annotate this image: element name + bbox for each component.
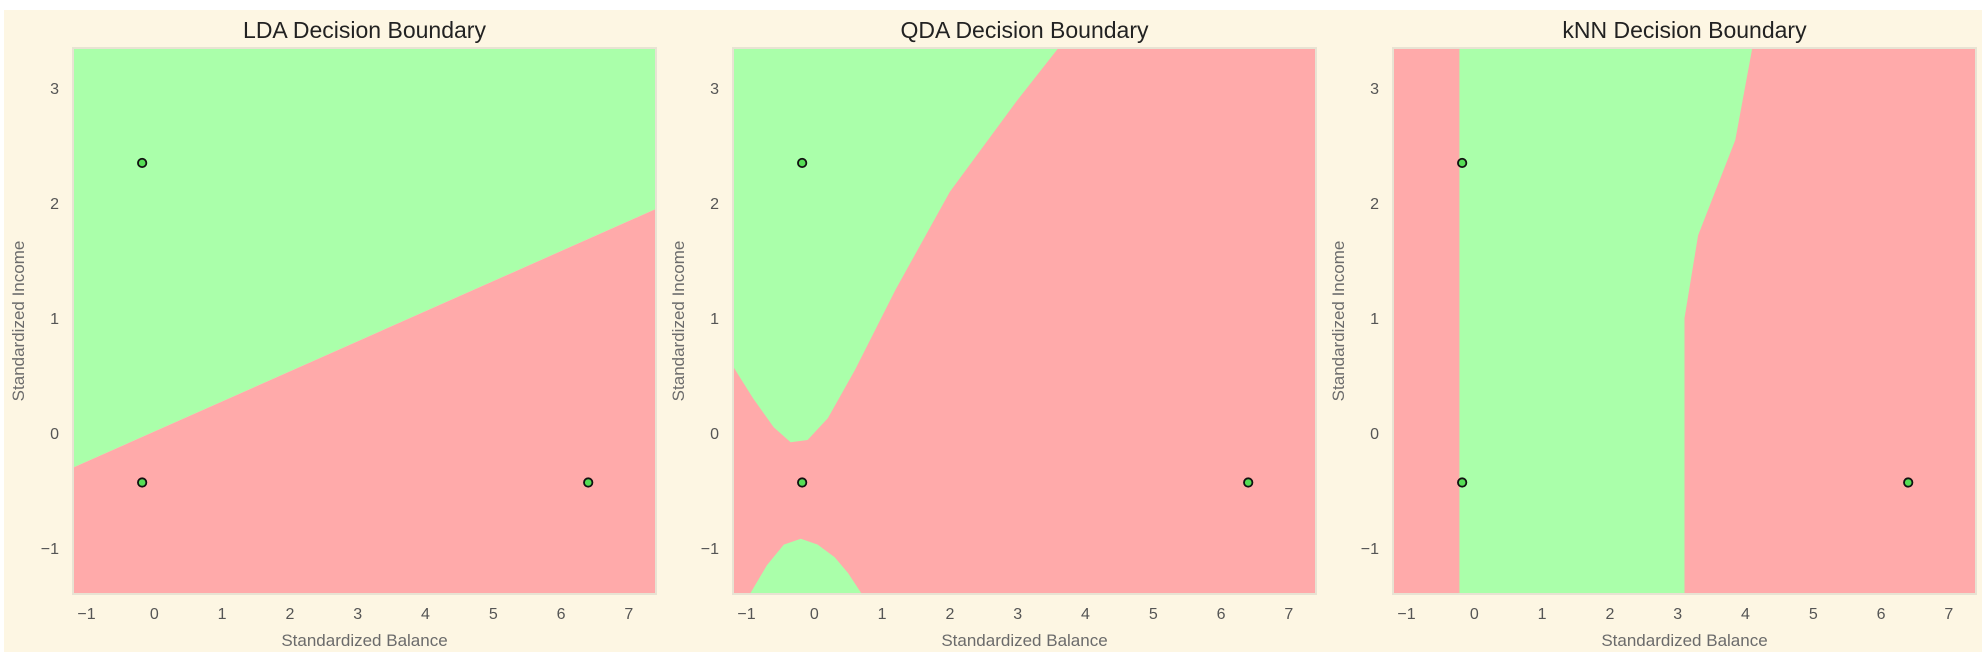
panel-3-y-axis-label: Standardized Income [1329,241,1348,402]
panel-2-y-axis-label: Standardized Income [669,241,688,402]
panel-3-x-tick-label: −1 [1397,606,1415,623]
panel-2-region-non-default-3 [749,538,862,594]
panel-3-x-tick-label: 5 [1809,606,1818,623]
panel-2-frame [732,47,1317,595]
panel-1-y-tick-label: 2 [50,196,59,213]
panel-3-x-axis-label: Standardized Balance [1601,631,1767,650]
panel-1-x-tick-label: 7 [624,606,633,623]
panel-1-title: LDA Decision Boundary [243,17,486,43]
panel-2-region-non-default-2 [733,48,1059,443]
panel-1-y-tick-label: −1 [41,541,59,558]
panel-2-x-tick-label: 0 [810,606,819,623]
panel-3-y-tick-label: 2 [1370,196,1379,213]
panel-1-y-axis-label: Standardized Income [9,241,28,402]
panel-2-x-tick-label: 4 [1081,606,1090,623]
panel-3-x-tick-label: 7 [1944,606,1953,623]
panel-3-data-point-1 [1457,157,1468,169]
panel-2-y-tick-label: 0 [710,426,719,443]
panel-3-x-tick-label: 2 [1605,606,1614,623]
panel-3-y-tick-label: 0 [1370,426,1379,443]
panel-2-x-tick-label: 3 [1013,606,1022,623]
panel-1-x-tick-label: 5 [489,606,498,623]
panel-3-x-tick-label: 6 [1877,606,1886,623]
panel-3-y-tick-label: −1 [1361,541,1379,558]
panel-2-data-point-1 [797,157,808,169]
panel-2-y-tick-label: 2 [710,196,719,213]
panel-1-region-non-default-1 [73,48,656,468]
panel-1-region-default-2 [73,208,656,594]
panel-3-x-tick-label: 1 [1538,606,1547,623]
panel-3-data-point-3 [1903,477,1914,488]
panel-2-y-tick-label: −1 [701,541,719,558]
panel-2-x-axis-label: Standardized Balance [941,631,1107,650]
panel-3-title: kNN Decision Boundary [1562,17,1807,43]
panel-1-x-tick-label: 3 [353,606,362,623]
panel-1-x-tick-label: 4 [421,606,430,623]
panel-1-frame [72,47,657,595]
panel-1-data-point-3 [583,477,594,488]
panel-1-x-tick-label: 1 [218,606,227,623]
panel-2-x-tick-label: 7 [1284,606,1293,623]
panel-2-title: QDA Decision Boundary [900,17,1149,43]
panel-1-x-tick-label: 2 [285,606,294,623]
panel-1-x-tick-label: 6 [557,606,566,623]
panel-3-y-tick-label: 3 [1370,81,1379,98]
panel-1-y-tick-label: 1 [50,311,59,328]
panel-1-x-tick-label: 0 [150,606,159,623]
panel-3-y-tick-label: 1 [1370,311,1379,328]
panel-1-data-point-2 [137,477,148,488]
panel-2-y-tick-label: 1 [710,311,719,328]
panel-1-y-tick-label: 3 [50,81,59,98]
panel-3-data-point-2 [1457,477,1468,488]
panel-2-y-tick-label: 3 [710,81,719,98]
panel-3-x-tick-label: 0 [1470,606,1479,623]
panel-2-x-tick-label: −1 [737,606,755,623]
panel-2-data-point-2 [797,477,808,488]
panel-1-y-tick-label: 0 [50,426,59,443]
panel-2-data-point-3 [1243,477,1254,488]
panel-3-x-tick-label: 3 [1673,606,1682,623]
panel-3-region-non-default-2 [1459,48,1753,594]
panel-2-x-tick-label: 5 [1149,606,1158,623]
panel-3-frame [1392,47,1977,595]
panel-3-x-tick-label: 4 [1741,606,1750,623]
panel-2-x-tick-label: 1 [878,606,887,623]
panel-1-data-point-1 [137,157,148,169]
panel-1-x-axis-label: Standardized Balance [281,631,447,650]
panel-2-x-tick-label: 2 [945,606,954,623]
panel-1-x-tick-label: −1 [77,606,95,623]
panel-2-x-tick-label: 6 [1217,606,1226,623]
